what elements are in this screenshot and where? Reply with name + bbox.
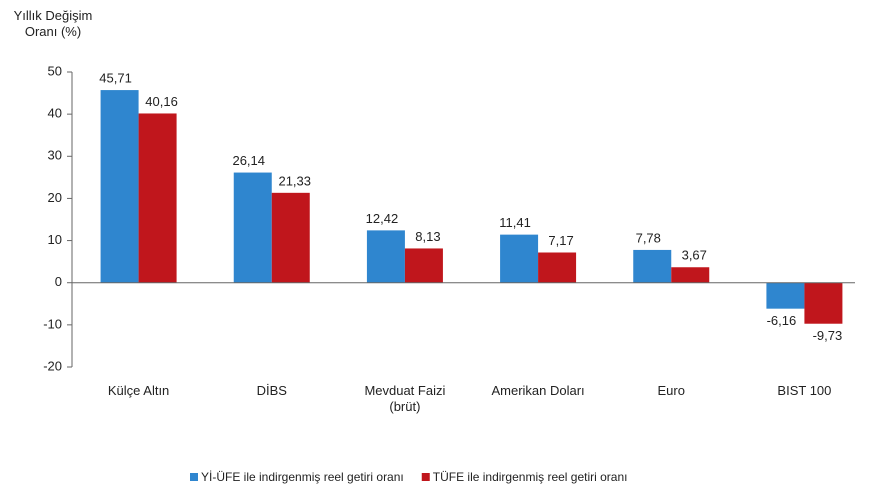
- data-label: 40,16: [145, 94, 178, 109]
- data-label: -9,73: [813, 328, 843, 343]
- bar: [633, 249, 672, 283]
- bar: [271, 192, 310, 283]
- y-tick-label: 10: [48, 232, 62, 247]
- x-tick-label: DİBS: [256, 383, 287, 398]
- data-label: -6,16: [767, 313, 797, 328]
- data-label: 12,42: [366, 211, 399, 226]
- bar: [138, 113, 177, 283]
- y-tick-label: 0: [55, 274, 62, 289]
- y-tick-label: 30: [48, 148, 62, 163]
- data-label: 3,67: [682, 248, 707, 263]
- x-tick-label: Amerikan Doları: [491, 383, 585, 398]
- y-tick-label: -10: [43, 316, 62, 331]
- x-tick-label: Euro: [657, 383, 685, 398]
- legend-label: Yİ-ÜFE ile indirgenmiş reel getiri oranı: [201, 470, 404, 484]
- y-tick-label: -20: [43, 358, 62, 373]
- legend-swatch: [190, 473, 198, 481]
- x-tick-label: BIST 100: [777, 383, 832, 398]
- bar: [366, 230, 405, 283]
- bar: [404, 248, 443, 283]
- data-label: 45,71: [99, 71, 132, 86]
- legend-label: TÜFE ile indirgenmiş reel getiri oranı: [433, 470, 628, 484]
- y-axis-title: Yıllık Değişim Oranı (%): [13, 8, 93, 39]
- y-tick-label: 20: [48, 190, 62, 205]
- x-tick-label: Mevduat Faizi (brüt): [364, 383, 446, 414]
- bar: [671, 267, 710, 283]
- data-label: 26,14: [232, 153, 265, 168]
- data-label: 11,41: [499, 215, 531, 230]
- data-label: 7,17: [548, 233, 573, 248]
- y-tick-label: 40: [48, 106, 62, 121]
- bar: [766, 282, 805, 309]
- bar: [538, 252, 577, 283]
- data-label: 7,78: [636, 230, 661, 245]
- x-tick-label: Külçe Altın: [107, 383, 170, 398]
- data-label: 21,33: [278, 173, 311, 188]
- bar: [233, 172, 272, 283]
- bar: [804, 282, 843, 324]
- legend-swatch: [421, 473, 430, 481]
- data-label: 8,13: [415, 229, 440, 244]
- bar: [500, 234, 539, 283]
- bar: [100, 90, 139, 283]
- y-tick-label: 50: [48, 63, 62, 78]
